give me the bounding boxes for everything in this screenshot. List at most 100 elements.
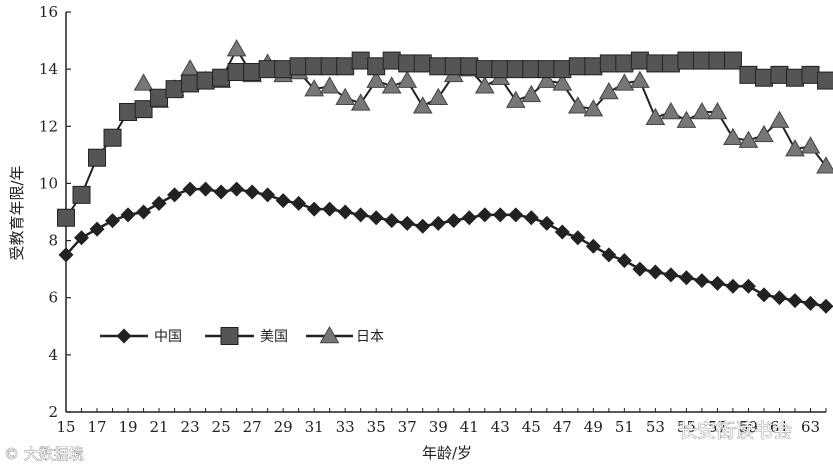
data-point: [165, 80, 184, 99]
data-point: [212, 68, 231, 87]
x-tick-label: 45: [522, 418, 541, 436]
data-point: [754, 124, 774, 143]
data-point: [413, 54, 432, 73]
data-point: [274, 60, 293, 79]
data-point: [397, 70, 418, 88]
y-tick-label: 2: [48, 403, 58, 421]
data-point: [368, 210, 384, 226]
x-tick-label: 53: [646, 418, 665, 436]
data-point: [289, 57, 308, 76]
x-tick-label: 57: [708, 418, 727, 436]
data-point: [119, 103, 138, 121]
data-point: [539, 215, 555, 231]
data-point: [229, 181, 245, 197]
x-tick-label: 37: [398, 418, 417, 436]
data-point: [351, 51, 370, 70]
data-point: [260, 187, 276, 203]
legend-item: 中国: [100, 328, 182, 345]
series-diamond: [58, 181, 833, 314]
data-point: [630, 70, 650, 88]
x-tick-label: 25: [212, 418, 231, 436]
x-tick-label: 63: [801, 418, 820, 436]
data-point: [306, 201, 322, 217]
data-point: [444, 57, 463, 76]
y-tick-label: 8: [48, 232, 58, 250]
data-point: [521, 84, 542, 103]
data-point: [336, 57, 355, 76]
data-point: [74, 230, 90, 246]
data-point: [430, 215, 446, 231]
data-point: [508, 207, 524, 223]
data-point: [243, 63, 262, 81]
data-point: [196, 71, 215, 90]
data-point: [630, 51, 649, 70]
data-point: [291, 195, 307, 211]
data-point: [723, 127, 743, 145]
data-point: [568, 57, 587, 76]
legend-marker: [220, 327, 239, 345]
data-point: [150, 88, 169, 107]
y-tick-label: 14: [39, 60, 58, 78]
x-tick-label: 55: [677, 418, 696, 436]
data-point: [337, 204, 353, 220]
data-point: [319, 76, 340, 94]
data-point: [399, 215, 415, 231]
data-point: [567, 96, 588, 114]
data-point: [181, 74, 200, 93]
data-point: [801, 65, 820, 84]
data-point: [367, 57, 386, 76]
data-point: [583, 99, 604, 117]
data-point: [787, 293, 803, 309]
data-point: [133, 73, 154, 91]
data-point: [785, 139, 805, 157]
data-point: [120, 207, 136, 223]
data-point: [599, 54, 618, 73]
data-point: [802, 295, 818, 311]
y-tick-label: 12: [39, 117, 58, 135]
data-point: [474, 76, 495, 94]
data-point: [676, 110, 697, 128]
data-point: [816, 156, 833, 174]
x-tick-label: 17: [87, 418, 106, 436]
data-point: [88, 148, 107, 167]
data-point: [708, 51, 727, 70]
axes: 2 4 6 8 10 12 14 16 15 17 19 21 23 25 27 29 31 33 35 37 39 41…: [39, 3, 827, 436]
data-point: [817, 71, 833, 90]
data-point: [552, 73, 573, 91]
data-point: [739, 65, 758, 84]
y-tick-label: 16: [39, 3, 58, 21]
data-point: [350, 93, 371, 111]
data-point: [460, 57, 479, 76]
y-tick-label: 4: [48, 346, 58, 364]
data-point: [477, 207, 493, 223]
x-tick-label: 41: [460, 418, 479, 436]
x-tick-label: 47: [553, 418, 572, 436]
data-point: [381, 76, 402, 94]
x-tick-label: 39: [429, 418, 448, 436]
data-point: [677, 51, 696, 70]
data-point: [522, 60, 541, 79]
x-tick-label: 27: [243, 418, 262, 436]
data-point: [72, 185, 91, 204]
data-point: [645, 107, 666, 125]
data-point: [198, 181, 214, 197]
data-point: [151, 195, 167, 211]
data-point: [537, 60, 556, 79]
x-tick-label: 29: [274, 418, 293, 436]
legend-label: 中国: [154, 329, 182, 345]
data-point: [553, 60, 572, 79]
data-point: [756, 287, 772, 303]
data-point: [770, 65, 789, 84]
x-axis-title: 年龄/岁: [422, 444, 472, 462]
data-point: [57, 208, 75, 227]
x-tick-label: 31: [305, 418, 324, 436]
data-point: [723, 51, 742, 70]
series-layer: [57, 39, 833, 314]
data-point: [244, 184, 260, 200]
data-point: [647, 264, 663, 280]
data-point: [601, 247, 617, 263]
data-point: [785, 68, 804, 87]
data-point: [615, 54, 634, 73]
data-point: [740, 278, 756, 294]
data-point: [694, 273, 710, 289]
